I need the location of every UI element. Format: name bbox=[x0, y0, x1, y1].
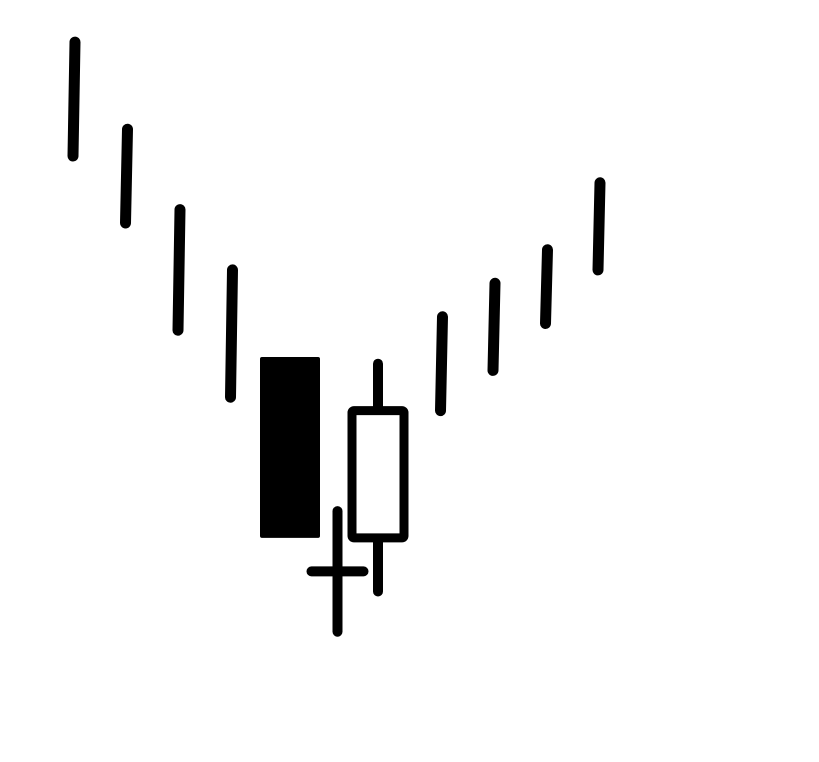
candle-3-line bbox=[172, 204, 186, 336]
candle-2-line bbox=[120, 123, 133, 229]
candle-9-line bbox=[487, 277, 501, 376]
candle-11-line bbox=[592, 177, 606, 276]
candle-10-line bbox=[540, 244, 553, 329]
candle-4-line bbox=[225, 264, 238, 403]
candle-1-line bbox=[67, 36, 81, 162]
candle-7-bullish-body bbox=[347, 406, 409, 543]
candle-5-bearish-body bbox=[260, 357, 320, 538]
candle-8-line bbox=[435, 311, 448, 417]
